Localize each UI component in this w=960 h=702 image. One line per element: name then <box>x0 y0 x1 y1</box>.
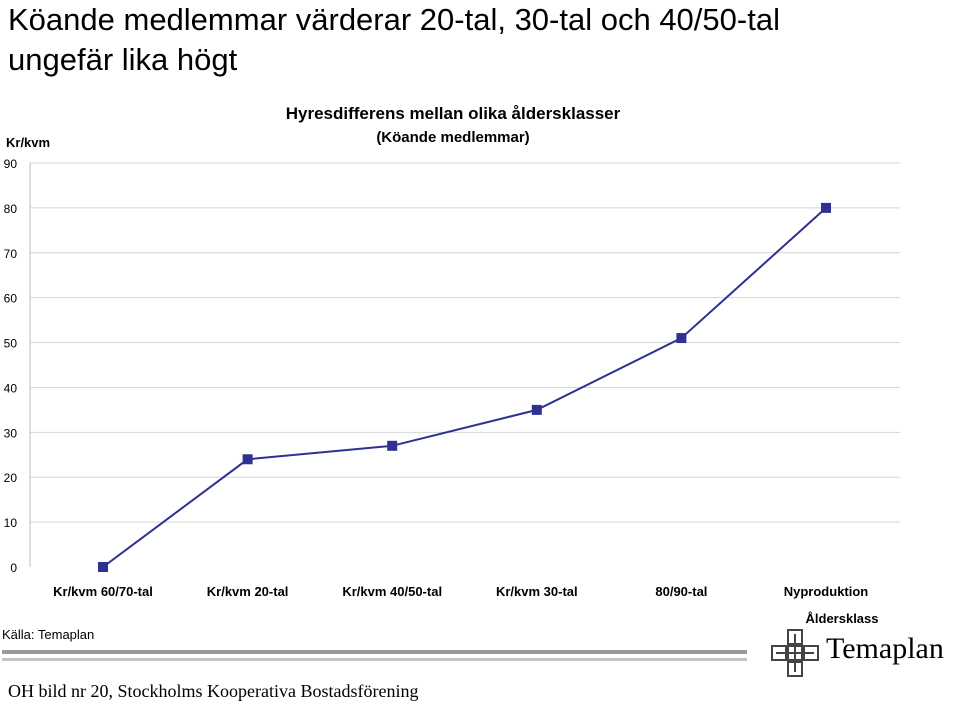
series <box>98 202 831 572</box>
y-tick-label: 10 <box>4 516 18 530</box>
cross-logo-icon <box>771 629 819 677</box>
data-point <box>676 333 687 344</box>
x-tick-label: 80/90-tal <box>655 584 707 599</box>
data-point <box>821 202 831 213</box>
x-tick-label: Kr/kvm 60/70-tal <box>53 584 153 599</box>
y-axis-label: Kr/kvm <box>6 135 50 150</box>
y-tick-label: 0 <box>10 561 17 575</box>
footer-rule-top <box>2 650 747 654</box>
data-point <box>387 440 398 451</box>
y-tick-label: 70 <box>4 247 18 261</box>
footer-text: OH bild nr 20, Stockholms Kooperativa Bo… <box>8 681 419 701</box>
chart-subtitle: (Köande medlemmar) <box>376 129 529 146</box>
y-tick-label: 90 <box>4 157 18 171</box>
y-tick-label: 60 <box>4 292 18 306</box>
source-note: Källa: Temaplan <box>2 627 95 642</box>
line-chart: Hyresdifferens mellan olika åldersklasse… <box>4 104 900 626</box>
data-point <box>531 404 542 415</box>
y-tick-label: 80 <box>4 202 18 216</box>
headline-line-1: Köande medlemmar värderar 20-tal, 30-tal… <box>8 2 780 37</box>
y-tick-label: 20 <box>4 471 18 485</box>
data-point <box>242 454 253 465</box>
x-tick-label: Kr/kvm 40/50-tal <box>342 584 442 599</box>
y-tick-label: 40 <box>4 381 18 395</box>
x-tick-label: Nyproduktion <box>784 584 869 599</box>
footer-rule-bottom <box>2 658 747 661</box>
headline-line-2: ungefär lika högt <box>8 42 238 77</box>
y-tick-labels: 0 10 20 30 40 50 60 70 80 90 <box>4 157 18 575</box>
chart-title: Hyresdifferens mellan olika åldersklasse… <box>286 104 621 123</box>
temaplan-logo: Temaplan <box>770 628 958 678</box>
headline: Köande medlemmar värderar 20-tal, 30-tal… <box>8 0 780 80</box>
x-tick-labels: Kr/kvm 60/70-tal Kr/kvm 20-tal Kr/kvm 40/5… <box>53 584 868 599</box>
y-tick-label: 30 <box>4 426 18 440</box>
logo-text: Temaplan <box>826 632 944 665</box>
gridlines <box>29 162 900 567</box>
series-line <box>102 207 827 568</box>
x-axis-label: Åldersklass <box>806 611 879 626</box>
x-tick-label: Kr/kvm 20-tal <box>207 584 289 599</box>
x-tick-label: Kr/kvm 30-tal <box>496 584 578 599</box>
data-point <box>98 562 108 572</box>
y-tick-label: 50 <box>4 337 18 351</box>
